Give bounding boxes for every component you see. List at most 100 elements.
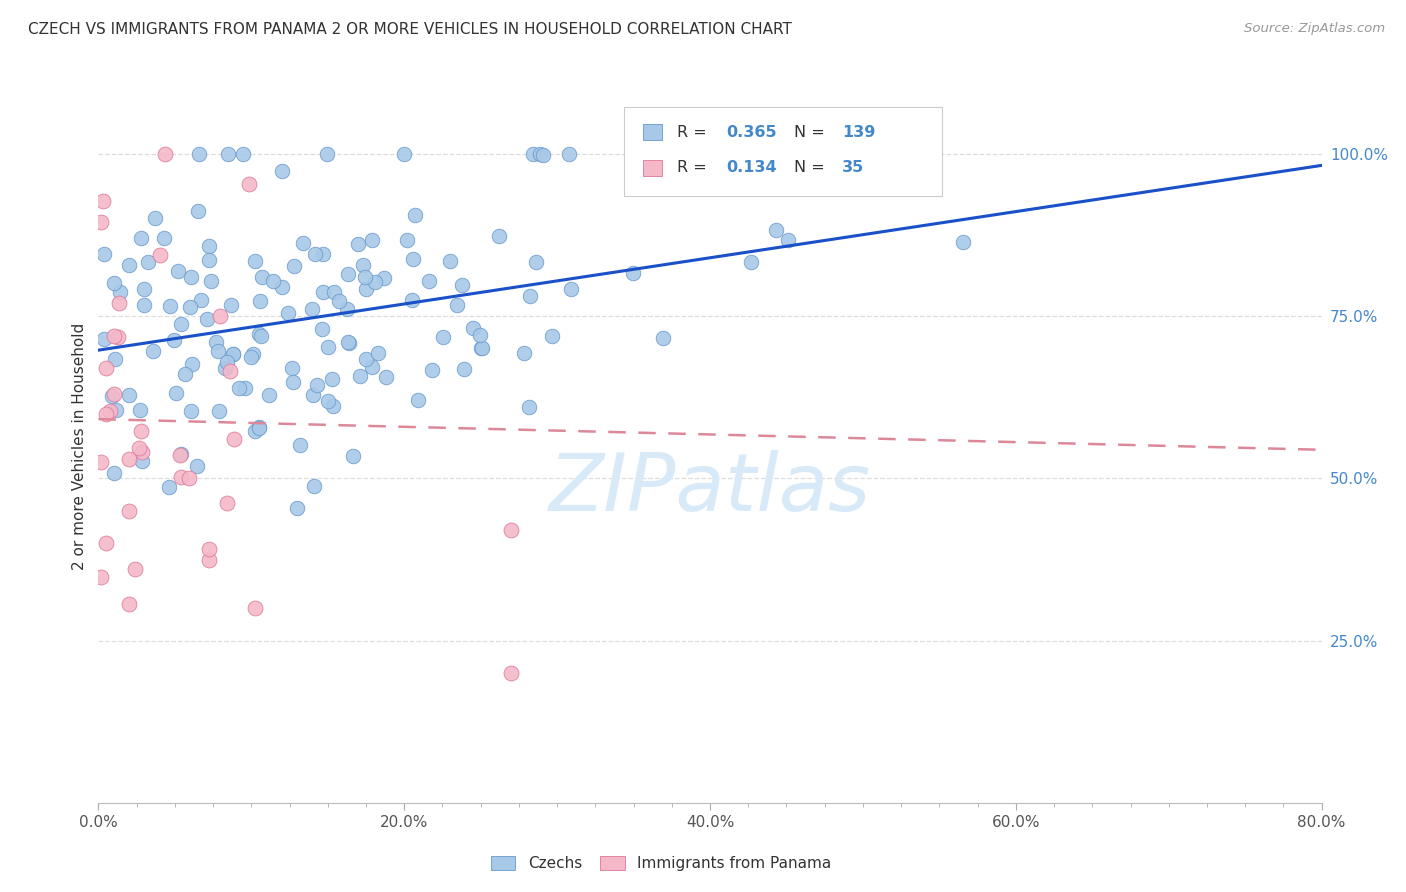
- Point: [209, 309, 232, 323]
- Point: [952, 235, 974, 249]
- Point: [232, 147, 254, 161]
- Point: [207, 344, 229, 359]
- Point: [354, 282, 377, 296]
- Point: [149, 247, 172, 261]
- Point: [186, 459, 208, 474]
- Point: [204, 335, 226, 350]
- Point: [392, 147, 415, 161]
- Text: CZECH VS IMMIGRANTS FROM PANAMA 2 OR MORE VEHICLES IN HOUSEHOLD CORRELATION CHAR: CZECH VS IMMIGRANTS FROM PANAMA 2 OR MOR…: [28, 22, 792, 37]
- Point: [142, 344, 165, 359]
- Point: [222, 347, 245, 361]
- Point: [93, 247, 115, 261]
- Point: [288, 438, 311, 452]
- Point: [352, 258, 374, 272]
- Point: [558, 147, 581, 161]
- Point: [322, 285, 344, 300]
- Legend: Czechs, Immigrants from Panama: Czechs, Immigrants from Panama: [485, 849, 838, 877]
- Point: [522, 147, 544, 161]
- Text: ZIPatlas: ZIPatlas: [548, 450, 872, 528]
- Point: [242, 347, 264, 361]
- Point: [316, 393, 339, 408]
- Point: [233, 381, 256, 395]
- Point: [215, 495, 238, 509]
- Point: [101, 389, 124, 403]
- Point: [501, 524, 523, 538]
- Point: [446, 298, 468, 312]
- Point: [439, 254, 461, 268]
- Point: [163, 333, 186, 347]
- Point: [529, 147, 551, 161]
- Point: [283, 260, 305, 274]
- Point: [250, 329, 273, 343]
- Point: [173, 367, 195, 381]
- Point: [524, 255, 547, 269]
- Point: [432, 329, 454, 343]
- Point: [131, 445, 153, 459]
- Point: [470, 341, 492, 355]
- Y-axis label: 2 or more Vehicles in Household: 2 or more Vehicles in Household: [72, 322, 87, 570]
- Point: [107, 330, 129, 344]
- Point: [131, 453, 153, 467]
- Point: [219, 364, 242, 378]
- Point: [740, 255, 762, 269]
- Point: [271, 163, 294, 178]
- Point: [312, 285, 335, 299]
- Point: [347, 237, 370, 252]
- Point: [157, 480, 180, 494]
- Point: [118, 452, 141, 467]
- Text: 139: 139: [842, 125, 876, 139]
- Point: [179, 300, 201, 314]
- Point: [461, 321, 484, 335]
- Point: [402, 252, 425, 266]
- Point: [243, 254, 266, 268]
- Point: [917, 147, 939, 161]
- Point: [291, 235, 314, 250]
- Point: [245, 424, 267, 438]
- Point: [418, 274, 440, 288]
- Point: [129, 424, 152, 438]
- Point: [159, 299, 181, 313]
- Point: [90, 570, 112, 584]
- FancyBboxPatch shape: [624, 107, 942, 196]
- Point: [198, 553, 221, 567]
- Point: [361, 234, 384, 248]
- Point: [128, 441, 150, 455]
- Point: [200, 273, 222, 287]
- Point: [356, 352, 378, 367]
- Point: [222, 347, 245, 361]
- Point: [262, 274, 284, 288]
- Point: [153, 147, 176, 161]
- Point: [94, 536, 117, 550]
- Point: [98, 404, 121, 418]
- Point: [198, 542, 221, 557]
- Point: [103, 328, 125, 343]
- Point: [118, 597, 141, 611]
- Point: [90, 455, 112, 469]
- Point: [280, 360, 302, 375]
- Point: [165, 385, 187, 400]
- Point: [104, 403, 127, 417]
- Point: [247, 420, 270, 434]
- Point: [103, 466, 125, 480]
- Point: [778, 233, 800, 247]
- Point: [195, 311, 218, 326]
- Point: [118, 504, 141, 518]
- Point: [283, 376, 305, 390]
- Point: [337, 267, 360, 281]
- Point: [179, 403, 201, 417]
- Text: R =: R =: [678, 125, 711, 139]
- Point: [222, 432, 245, 446]
- Point: [166, 264, 188, 278]
- Point: [302, 479, 325, 493]
- Point: [405, 208, 427, 222]
- Point: [129, 403, 152, 417]
- Point: [364, 275, 387, 289]
- Bar: [643, 124, 662, 140]
- Point: [470, 328, 492, 343]
- Bar: [643, 160, 662, 176]
- Text: 35: 35: [842, 161, 865, 175]
- Point: [367, 345, 389, 359]
- Point: [170, 447, 193, 461]
- Point: [180, 270, 202, 285]
- Point: [103, 387, 125, 401]
